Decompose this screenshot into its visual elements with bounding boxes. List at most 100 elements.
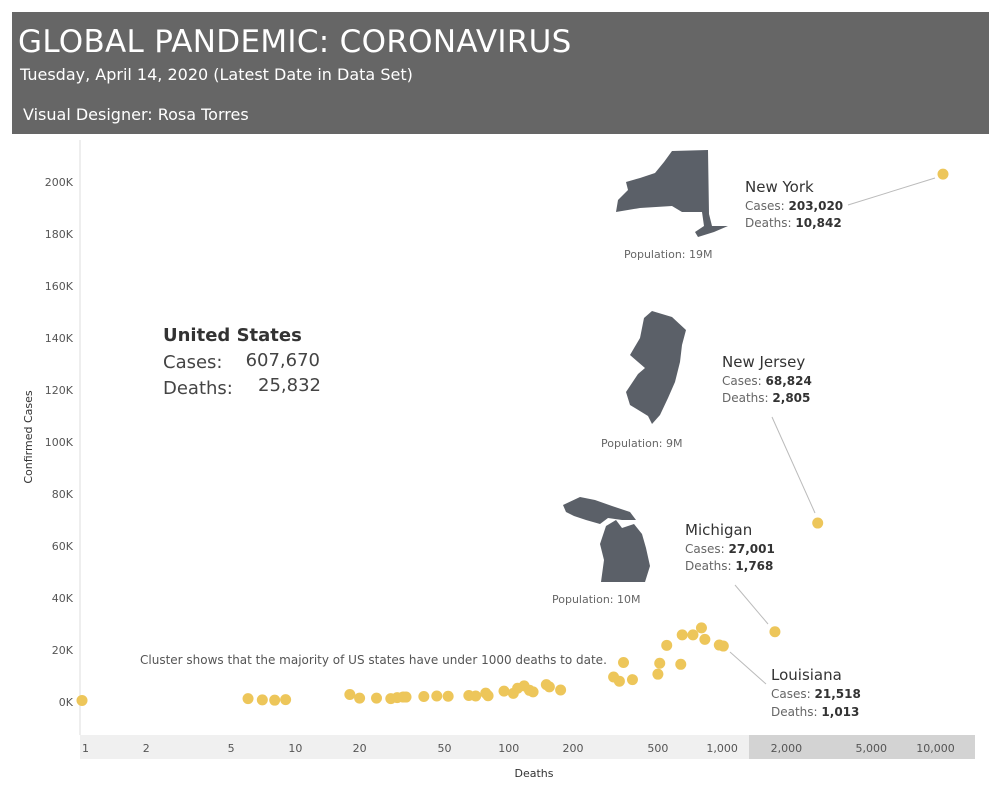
x-tick-label: 2 bbox=[143, 742, 150, 755]
annotation-population: Population: 10M bbox=[552, 593, 640, 606]
x-tick-label: 5 bbox=[228, 742, 235, 755]
y-tick-label: 20K bbox=[52, 644, 74, 657]
cluster-note: Cluster shows that the majority of US st… bbox=[140, 653, 607, 667]
annotation-deaths-label: Deaths: bbox=[722, 391, 769, 405]
annotation-deaths: Deaths: 10,842 bbox=[745, 216, 842, 230]
x-tick-label: 10,000 bbox=[916, 742, 955, 755]
annotation-deaths: Deaths: 1,768 bbox=[685, 559, 773, 573]
annotation-cases-label: Cases: bbox=[771, 687, 811, 701]
us-deaths-value: 25,832 bbox=[258, 375, 321, 396]
data-point bbox=[418, 691, 430, 703]
x-tick-label: 20 bbox=[353, 742, 367, 755]
annotation-michigan: Michigan Cases: 27,001 Deaths: 1,768 Pop… bbox=[552, 521, 775, 606]
annotation-deaths-value: 10,842 bbox=[795, 216, 841, 230]
y-tick-label: 0K bbox=[59, 696, 74, 709]
data-point bbox=[371, 692, 383, 704]
annotation-deaths-label: Deaths: bbox=[771, 705, 818, 719]
data-point bbox=[482, 690, 494, 702]
annotation-deaths-label: Deaths: bbox=[685, 559, 732, 573]
annotation-deaths-label: Deaths: bbox=[745, 216, 792, 230]
y-tick-label: 60K bbox=[52, 540, 74, 553]
data-point bbox=[687, 629, 699, 641]
x-axis-band-low bbox=[80, 735, 749, 759]
data-point bbox=[937, 168, 949, 180]
data-point bbox=[695, 622, 707, 634]
y-tick-label: 180K bbox=[45, 228, 74, 241]
annotation-cases-value: 21,518 bbox=[815, 687, 861, 701]
y-axis-title: Confirmed Cases bbox=[22, 390, 35, 484]
y-tick-label: 80K bbox=[52, 488, 74, 501]
data-point bbox=[354, 692, 366, 704]
data-point bbox=[699, 633, 711, 645]
data-point bbox=[769, 626, 781, 638]
annotation-name: Michigan bbox=[685, 521, 752, 539]
data-point bbox=[676, 629, 688, 641]
header-banner: GLOBAL PANDEMIC: CORONAVIRUS Tuesday, Ap… bbox=[12, 12, 989, 134]
annotation-cases-value: 203,020 bbox=[789, 199, 844, 213]
annotation-louisiana: Louisiana Cases: 21,518 Deaths: 1,013 bbox=[771, 666, 861, 719]
y-tick-label: 140K bbox=[45, 332, 74, 345]
annotation-cases-label: Cases: bbox=[745, 199, 785, 213]
y-tick-label: 160K bbox=[45, 280, 74, 293]
annotation-cases-label: Cases: bbox=[722, 374, 762, 388]
annotation-new-york: New York Cases: 203,020 Deaths: 10,842 P… bbox=[624, 178, 843, 261]
data-point bbox=[280, 694, 292, 706]
annotation-name: New York bbox=[745, 178, 814, 196]
new-york-silhouette-icon bbox=[616, 150, 728, 237]
x-axis-title: Deaths bbox=[515, 767, 554, 780]
annotation-cases-value: 68,824 bbox=[766, 374, 812, 388]
leader-line-michigan bbox=[734, 584, 769, 625]
us-cases-value: 607,670 bbox=[246, 350, 320, 371]
data-point bbox=[431, 690, 443, 702]
annotation-leader-lines bbox=[729, 177, 936, 685]
data-point bbox=[626, 674, 638, 686]
data-point bbox=[76, 694, 88, 706]
data-point bbox=[652, 668, 664, 680]
dashboard-title: GLOBAL PANDEMIC: CORONAVIRUS bbox=[18, 24, 572, 60]
data-point bbox=[498, 685, 510, 697]
michigan-silhouette-icon bbox=[563, 497, 650, 582]
leader-line-louisiana bbox=[729, 651, 767, 685]
annotation-population: Population: 9M bbox=[601, 437, 683, 450]
data-point bbox=[256, 694, 268, 706]
us-cases-label: Cases: bbox=[163, 352, 223, 373]
annotation-deaths-value: 2,805 bbox=[772, 391, 810, 405]
data-point bbox=[442, 690, 454, 702]
x-tick-label: 500 bbox=[647, 742, 668, 755]
leader-line-new-york bbox=[847, 177, 936, 206]
annotation-cases: Cases: 21,518 bbox=[771, 687, 861, 701]
x-tick-label: 1 bbox=[82, 742, 89, 755]
annotation-cases: Cases: 68,824 bbox=[722, 374, 812, 388]
x-axis-band-high bbox=[749, 735, 975, 759]
annotation-deaths: Deaths: 1,013 bbox=[771, 705, 859, 719]
annotation-name: Louisiana bbox=[771, 666, 842, 684]
annotation-cases: Cases: 27,001 bbox=[685, 542, 775, 556]
x-tick-label: 5,000 bbox=[856, 742, 888, 755]
y-axis-ticks: 0K 20K 40K 60K 80K 100K 120K 140K 160K 180K 200K bbox=[45, 176, 74, 709]
data-point bbox=[661, 639, 673, 651]
us-summary-title: United States bbox=[163, 325, 302, 346]
data-point bbox=[269, 694, 281, 706]
annotation-cases-value: 27,001 bbox=[729, 542, 775, 556]
x-tick-label: 200 bbox=[562, 742, 583, 755]
data-point bbox=[618, 656, 630, 668]
annotation-deaths-value: 1,768 bbox=[735, 559, 773, 573]
annotation-name: New Jersey bbox=[722, 353, 805, 371]
x-axis-ticks: 1 2 5 10 20 50 100 200 500 1,000 2,000 5,000 10,000 bbox=[82, 742, 955, 755]
us-deaths-label: Deaths: bbox=[163, 378, 233, 399]
leader-line-new-jersey bbox=[771, 416, 816, 514]
data-point bbox=[812, 517, 824, 529]
data-point bbox=[675, 658, 687, 670]
x-tick-label: 50 bbox=[438, 742, 452, 755]
x-tick-label: 1,000 bbox=[706, 742, 738, 755]
annotation-new-jersey: New Jersey Cases: 68,824 Deaths: 2,805 P… bbox=[601, 353, 812, 450]
data-point bbox=[527, 686, 539, 698]
data-point bbox=[555, 684, 567, 696]
new-jersey-silhouette-icon bbox=[626, 311, 686, 424]
data-point bbox=[242, 693, 254, 705]
annotation-cases: Cases: 203,020 bbox=[745, 199, 843, 213]
y-tick-label: 40K bbox=[52, 592, 74, 605]
data-point bbox=[344, 688, 356, 700]
annotation-cases-label: Cases: bbox=[685, 542, 725, 556]
